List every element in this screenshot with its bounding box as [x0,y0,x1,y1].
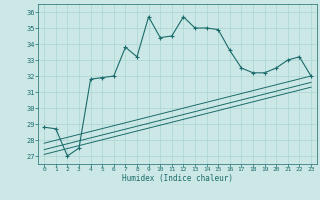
X-axis label: Humidex (Indice chaleur): Humidex (Indice chaleur) [122,174,233,183]
